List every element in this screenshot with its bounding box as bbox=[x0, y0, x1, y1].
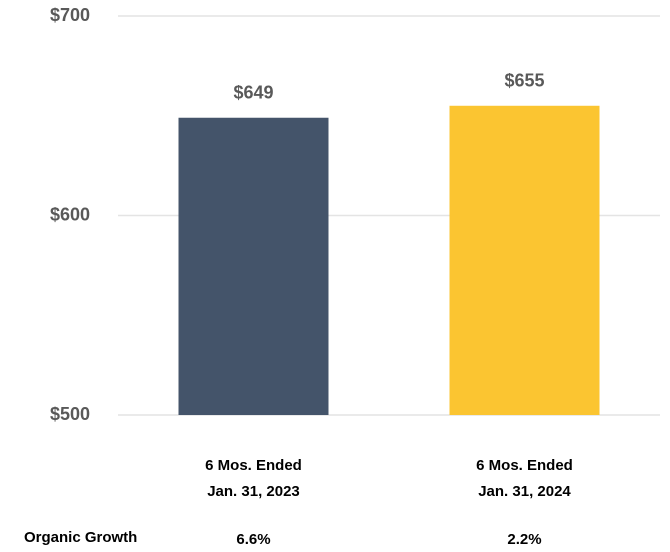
value-label: $649 bbox=[233, 82, 273, 102]
y-tick-label: $600 bbox=[50, 204, 90, 224]
row-value: 6.6% bbox=[236, 531, 270, 548]
bar bbox=[449, 105, 600, 416]
x-tick-label: 6 Mos. Ended Jan. 31, 2023 bbox=[205, 457, 302, 500]
row-label: Organic Growth bbox=[24, 529, 137, 546]
y-tick-label: $700 bbox=[50, 5, 90, 25]
y-tick-label: $500 bbox=[50, 404, 90, 424]
value-label: $655 bbox=[504, 71, 544, 91]
bar bbox=[178, 117, 329, 416]
x-tick-label: 6 Mos. Ended Jan. 31, 2024 bbox=[476, 457, 573, 500]
row-value: 2.2% bbox=[507, 531, 541, 548]
